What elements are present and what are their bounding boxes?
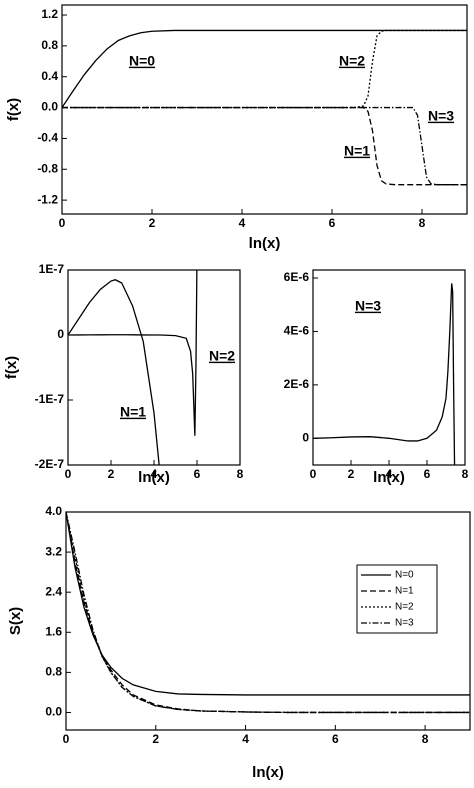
series-line <box>62 106 467 186</box>
x-tick-label: 6 <box>329 216 336 230</box>
x-tick-label: 8 <box>419 216 426 230</box>
y-tick-label: -0.8 <box>37 161 58 175</box>
y-axis-label: S(x) <box>7 607 24 635</box>
y-tick-label: 4E-6 <box>284 324 310 338</box>
x-tick-label: 4 <box>151 467 158 481</box>
y-tick-label: 2E-6 <box>284 377 310 391</box>
plot-frame <box>61 4 468 215</box>
x-tick-label: 2 <box>348 467 355 481</box>
y-tick-label: 6E-6 <box>284 270 310 284</box>
x-tick-label: 2 <box>108 467 115 481</box>
series-label: N=3 <box>428 108 454 124</box>
x-tick-label: 6 <box>424 467 431 481</box>
x-tick-label: 6 <box>332 732 339 746</box>
x-axis-label: ln(x) <box>249 235 281 252</box>
y-tick-label: 1.2 <box>41 7 58 21</box>
y-tick-label: 0.0 <box>45 705 62 719</box>
x-axis-label: ln(x) <box>373 469 405 486</box>
series-label: N=2 <box>339 53 365 69</box>
legend-label: N=2 <box>395 602 414 613</box>
series-line <box>68 270 198 436</box>
y-tick-label: 0.8 <box>45 665 62 679</box>
series-line <box>66 512 470 714</box>
series-line <box>62 29 467 108</box>
x-tick-label: 0 <box>59 216 66 230</box>
y-tick-label: 0.8 <box>41 38 58 52</box>
y-tick-label: 4.0 <box>45 504 62 518</box>
legend-label: N=3 <box>395 618 414 629</box>
series-label: N=1 <box>344 143 370 159</box>
y-tick-label: -0.4 <box>37 131 58 145</box>
x-axis-label: ln(x) <box>252 764 284 781</box>
legend-box <box>356 564 438 634</box>
y-tick-label: -2E-7 <box>35 457 65 471</box>
x-tick-label: 4 <box>242 732 249 746</box>
x-tick-label: 8 <box>462 467 469 481</box>
series-line <box>62 29 467 109</box>
x-tick-label: 4 <box>239 216 246 230</box>
series-label: N=0 <box>129 53 155 69</box>
y-tick-label: -1.2 <box>37 192 58 206</box>
series-line <box>66 512 470 714</box>
y-tick-label: 3.2 <box>45 544 62 558</box>
series-line <box>68 279 160 465</box>
x-tick-label: 4 <box>386 467 393 481</box>
y-tick-label: 1.6 <box>45 624 62 638</box>
series-label: N=2 <box>209 348 235 364</box>
x-tick-label: 0 <box>310 467 317 481</box>
y-tick-label: 1E-7 <box>39 262 65 276</box>
y-tick-label: -1E-7 <box>35 392 65 406</box>
y-tick-label: 2.4 <box>45 584 62 598</box>
series-line <box>66 512 470 696</box>
series-label: N=3 <box>355 298 381 314</box>
x-tick-label: 0 <box>65 467 72 481</box>
plot-frame <box>312 269 466 466</box>
y-tick-label: 0.4 <box>41 69 58 83</box>
series-line <box>62 106 467 186</box>
x-tick-label: 8 <box>422 732 429 746</box>
plot-frame <box>65 511 471 731</box>
y-tick-label: 0 <box>302 430 309 444</box>
y-axis-label: f(x) <box>5 98 22 121</box>
x-axis-label: ln(x) <box>138 469 170 486</box>
x-tick-label: 6 <box>194 467 201 481</box>
y-tick-label: 0.0 <box>41 100 58 114</box>
x-tick-label: 0 <box>63 732 70 746</box>
y-axis-label: f(x) <box>3 356 20 379</box>
x-tick-label: 2 <box>152 732 159 746</box>
y-tick-label: 0 <box>57 327 64 341</box>
plot-frame <box>67 269 241 466</box>
series-line <box>313 283 456 465</box>
legend-label: N=1 <box>395 586 414 597</box>
x-tick-label: 8 <box>237 467 244 481</box>
legend-label: N=0 <box>395 570 414 581</box>
x-tick-label: 2 <box>149 216 156 230</box>
series-label: N=1 <box>120 404 146 420</box>
